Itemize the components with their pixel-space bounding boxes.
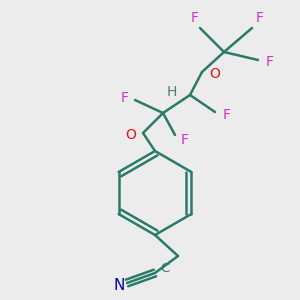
Text: C: C	[160, 262, 169, 275]
Text: N: N	[113, 278, 125, 293]
Text: F: F	[181, 133, 189, 147]
Text: O: O	[126, 128, 136, 142]
Text: F: F	[191, 11, 199, 25]
Text: H: H	[167, 85, 177, 99]
Text: F: F	[256, 11, 264, 25]
Text: F: F	[223, 108, 231, 122]
Text: F: F	[266, 55, 274, 69]
Text: O: O	[210, 67, 220, 81]
Text: F: F	[121, 91, 129, 105]
